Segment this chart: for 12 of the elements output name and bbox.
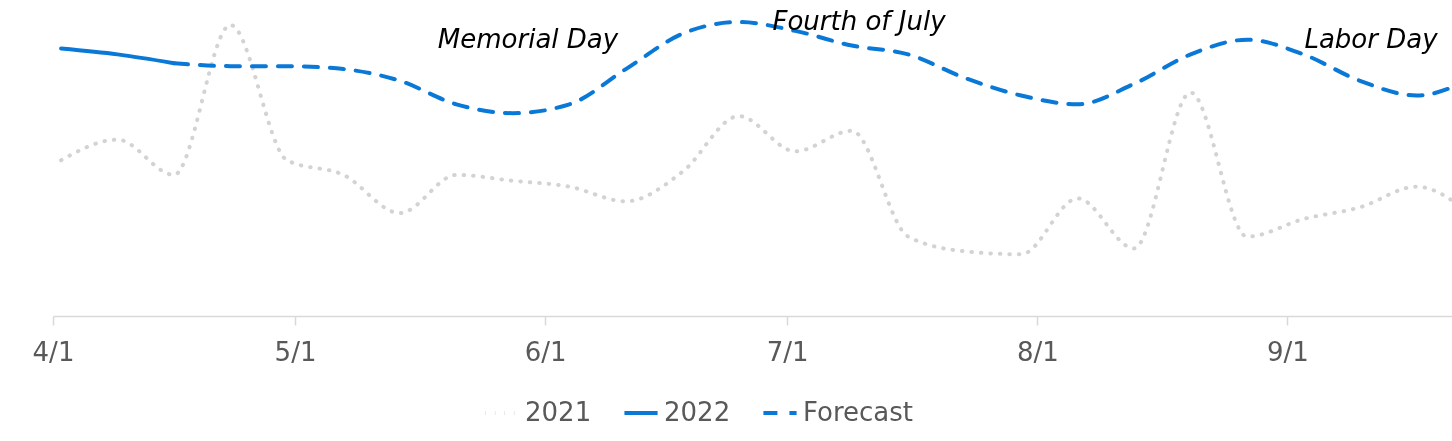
- annotation: Labor Day: [1304, 24, 1439, 54]
- legend-label: 2021: [525, 397, 592, 427]
- x-tick-label: 4/1: [32, 336, 75, 367]
- x-tick-label: 7/1: [766, 336, 809, 367]
- x-tick-label: 9/1: [1267, 336, 1309, 367]
- legend-label: Forecast: [803, 397, 914, 427]
- x-tick-label: 5/1: [274, 336, 317, 367]
- x-tick-label: 8/1: [1016, 336, 1059, 367]
- legend-label: 2022: [664, 397, 731, 427]
- x-tick-label: 6/1: [524, 336, 567, 367]
- annotation: Memorial Day: [437, 24, 619, 54]
- annotation: Fourth of July: [772, 6, 947, 36]
